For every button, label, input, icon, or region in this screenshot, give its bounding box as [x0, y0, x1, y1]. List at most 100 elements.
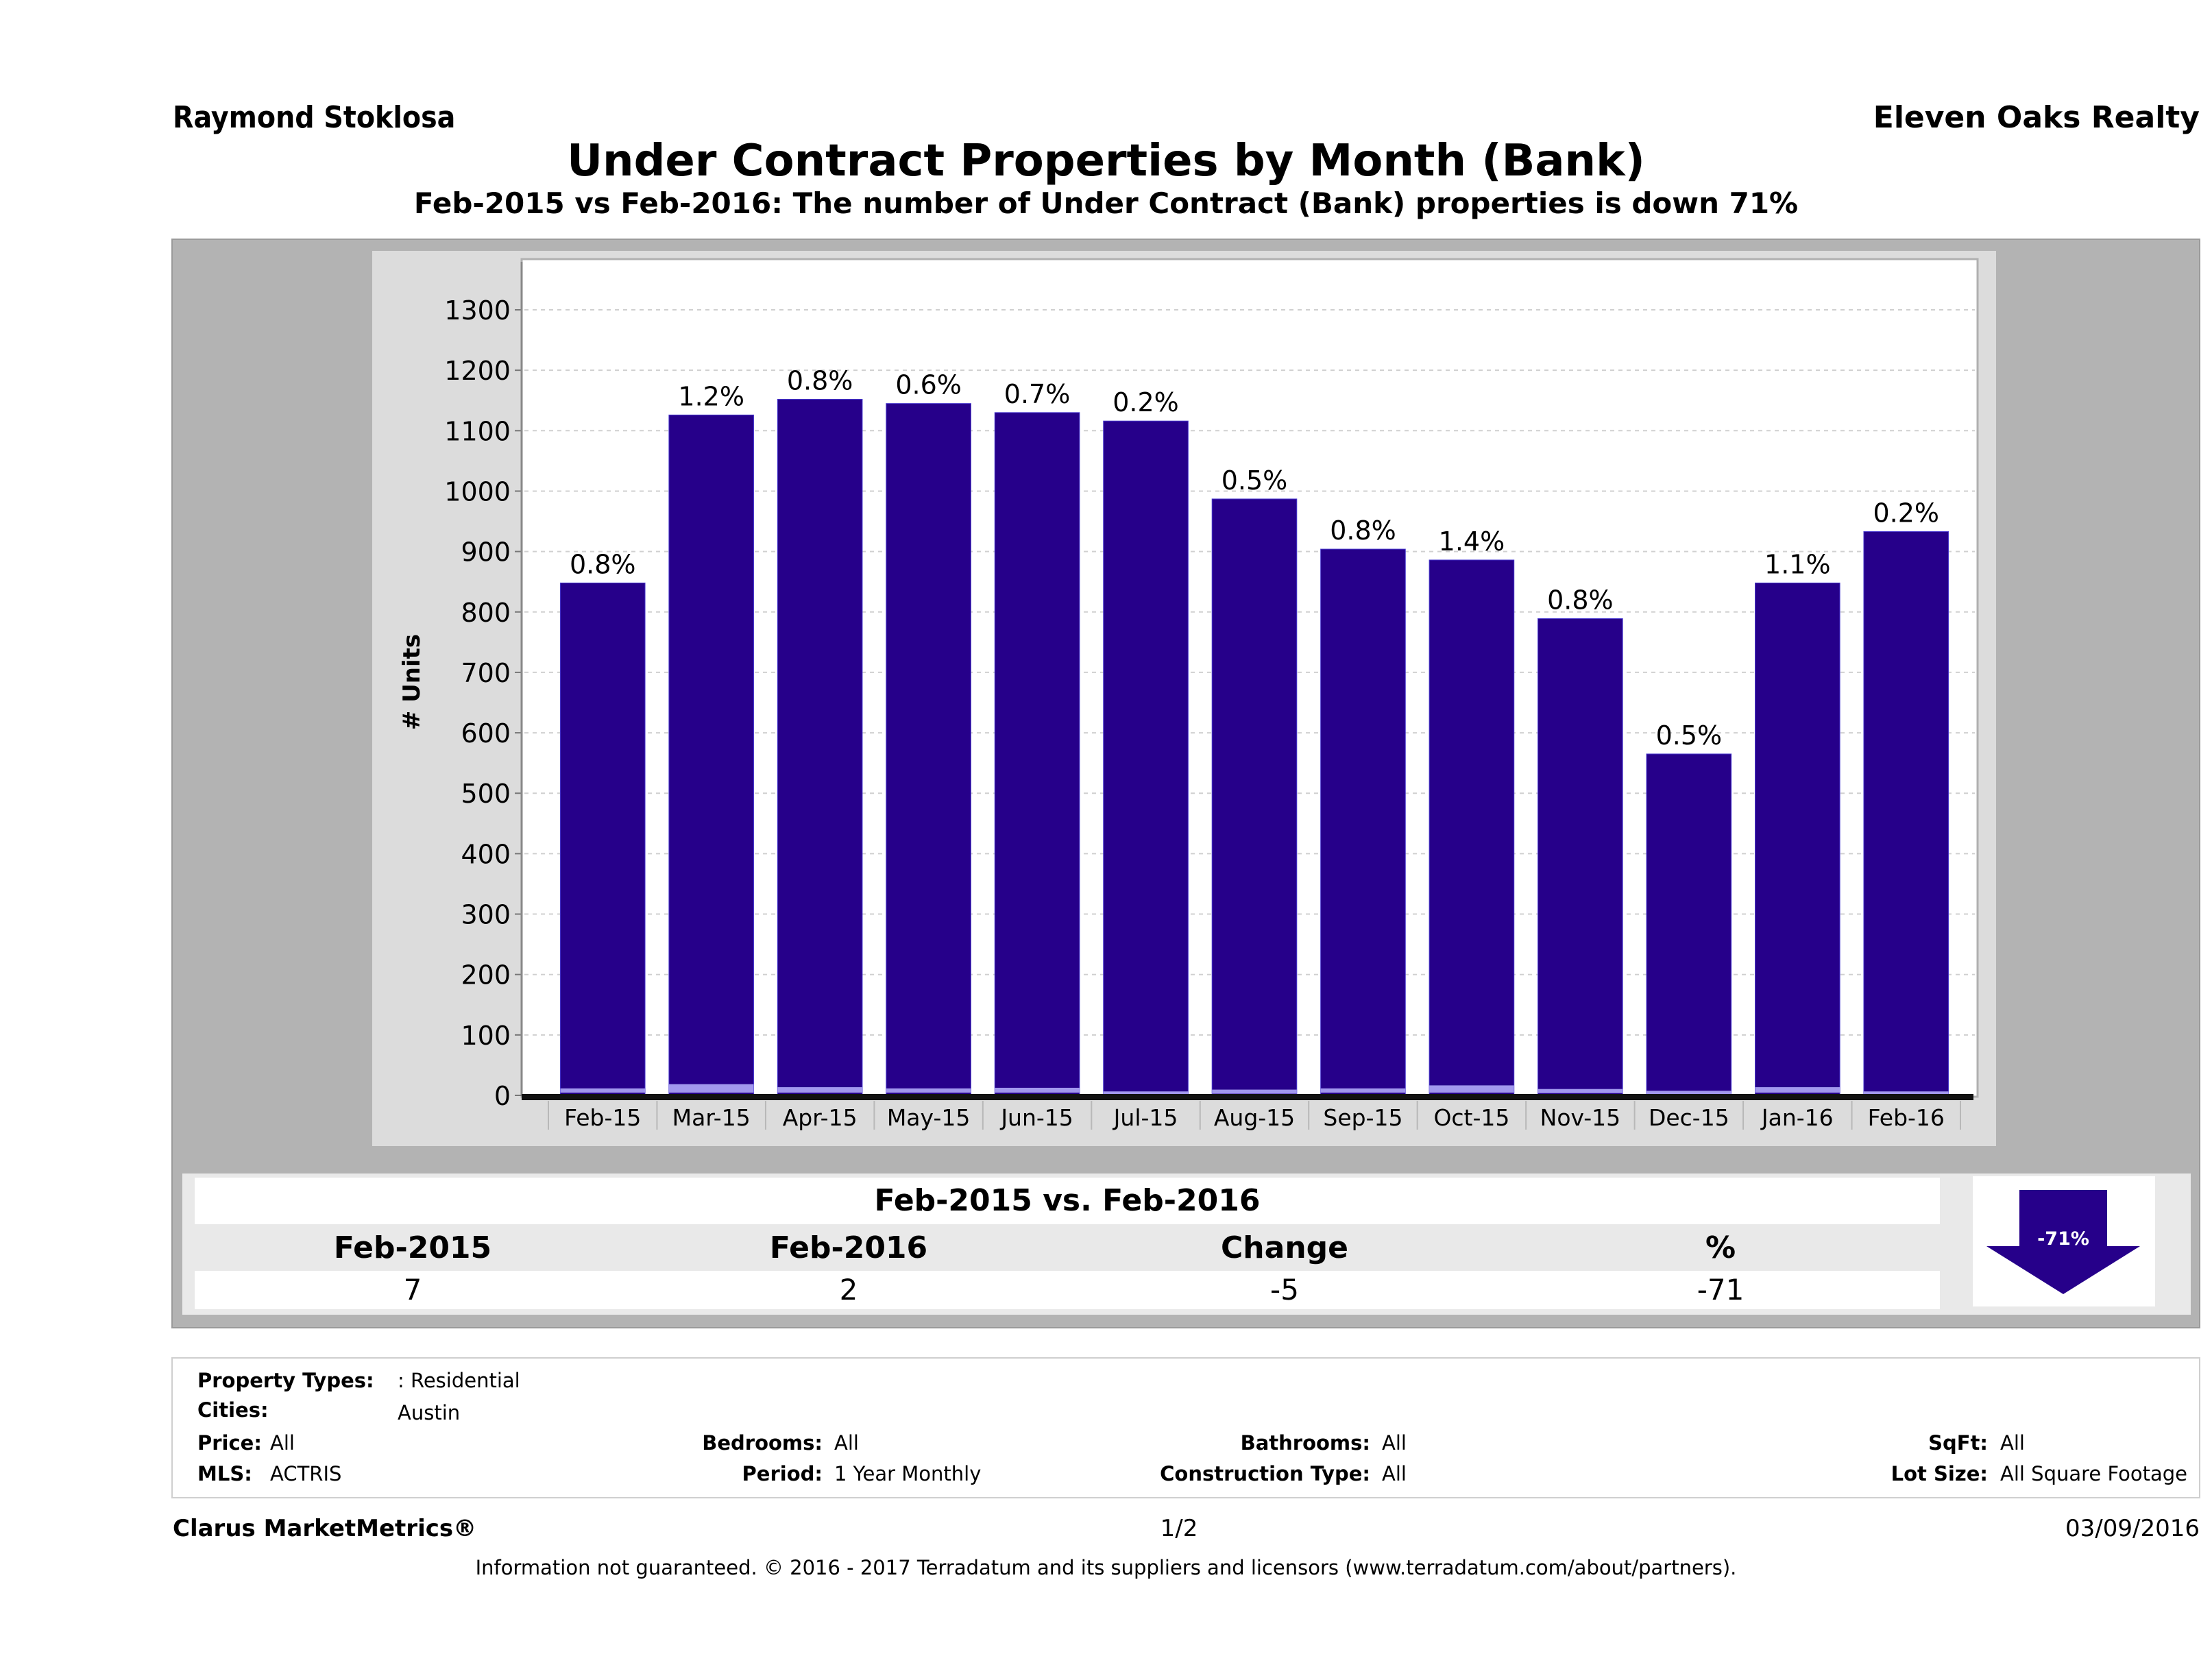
bank-segment-jan-16: [1755, 1087, 1840, 1093]
y-tick-label: 1200: [444, 356, 511, 386]
data-label: 0.8%: [570, 549, 636, 579]
data-label: 0.5%: [1656, 720, 1723, 751]
sqft-value: All: [2000, 1431, 2025, 1455]
bathrooms-value: All: [1382, 1431, 1407, 1455]
data-label: 0.8%: [787, 365, 853, 396]
x-tick-label: Sep-15: [1323, 1104, 1402, 1131]
page-number: 1/2: [1160, 1515, 1198, 1542]
bar-jul-15: [1103, 420, 1189, 1096]
property-types-label: Property Types:: [197, 1369, 374, 1392]
bank-segment-apr-15: [777, 1087, 862, 1093]
data-label: 1.4%: [1439, 526, 1505, 557]
bank-segment-jun-15: [995, 1087, 1080, 1093]
x-tick-label: Oct-15: [1433, 1104, 1509, 1131]
y-tick-label: 1100: [444, 416, 511, 446]
bank-segment-sep-15: [1320, 1088, 1406, 1093]
sqft-label: SqFt:: [1928, 1431, 1988, 1455]
summary-col-feb-2015: Feb-2015: [333, 1230, 492, 1265]
x-tick-label: Jul-15: [1113, 1104, 1178, 1131]
bar-dec-15: [1646, 753, 1732, 1096]
lot-size-label: Lot Size:: [1891, 1462, 1988, 1485]
change-badge-text: -71%: [2037, 1228, 2089, 1250]
y-tick-label: 200: [461, 960, 511, 990]
data-label: 0.6%: [895, 370, 962, 400]
search-criteria-box: [171, 1357, 2200, 1498]
bar-jan-16: [1755, 582, 1840, 1096]
bar-jun-15: [994, 412, 1080, 1096]
x-axis-line: [522, 1094, 1973, 1100]
bedrooms-label: Bedrooms:: [702, 1431, 823, 1455]
y-tick-label: 900: [461, 537, 511, 568]
bedrooms-value: All: [834, 1431, 859, 1455]
y-tick-label: 1300: [444, 295, 511, 326]
brokerage-name: Eleven Oaks Realty: [1873, 100, 2200, 135]
property-types-value: : Residential: [398, 1369, 520, 1392]
bank-segment-nov-15: [1538, 1089, 1623, 1093]
bar-apr-15: [777, 398, 863, 1096]
bank-segment-oct-15: [1429, 1085, 1514, 1093]
construction-type-value: All: [1382, 1462, 1407, 1485]
mls-label: MLS:: [197, 1462, 252, 1485]
mls-value: ACTRIS: [270, 1462, 342, 1485]
cities-label: Cities:: [197, 1398, 269, 1422]
summary-title: Feb-2015 vs. Feb-2016: [195, 1178, 1940, 1224]
summary-value-change: -5: [1270, 1273, 1299, 1306]
summary-value-feb-2015: 7: [403, 1273, 422, 1306]
page-subtitle: Feb-2015 vs Feb-2016: The number of Unde…: [413, 186, 1799, 220]
y-tick-label: 0: [494, 1081, 511, 1111]
bank-segment-feb-16: [1863, 1091, 1949, 1096]
bank-segment-feb-15: [560, 1088, 646, 1093]
bar-feb-15: [559, 582, 646, 1096]
bar-sep-15: [1320, 548, 1406, 1096]
data-label: 0.8%: [1330, 515, 1396, 546]
bar-mar-15: [668, 414, 754, 1096]
bar-feb-16: [1863, 531, 1949, 1096]
data-label: 0.5%: [1222, 465, 1288, 496]
bank-segment-dec-15: [1646, 1091, 1731, 1095]
data-label: 0.7%: [1004, 379, 1071, 409]
bank-segment-mar-15: [668, 1084, 754, 1093]
price-value: All: [270, 1431, 295, 1455]
x-tick-label: Jan-16: [1760, 1104, 1834, 1131]
data-label: 1.2%: [678, 381, 744, 411]
bar-oct-15: [1429, 559, 1515, 1096]
bar-chart: 0 100 200 300 400 500 600 700 800 900 1000 1100 1200…: [398, 258, 1979, 1131]
bar-aug-15: [1211, 498, 1298, 1096]
x-tick-label: May-15: [887, 1104, 971, 1131]
y-tick-label: 500: [461, 779, 511, 809]
down-arrow-icon: -71%: [1986, 1190, 2140, 1294]
x-tick-label: Apr-15: [783, 1104, 858, 1131]
bank-segment-jul-15: [1103, 1091, 1189, 1096]
bar-may-15: [886, 403, 971, 1096]
bar-nov-15: [1538, 618, 1623, 1096]
data-label: 1.1%: [1764, 549, 1831, 579]
summary-value-feb-2016: 2: [839, 1273, 858, 1306]
summary-values-row: [195, 1271, 1940, 1309]
cities-value: Austin: [398, 1401, 461, 1424]
data-label: 0.2%: [1113, 387, 1179, 417]
page-title: Under Contract Properties by Month (Bank…: [567, 136, 1645, 186]
bank-segment-may-15: [886, 1088, 971, 1093]
period-label: Period:: [742, 1462, 823, 1485]
price-label: Price:: [197, 1431, 262, 1455]
product-name: Clarus MarketMetrics®: [173, 1515, 477, 1542]
summary-col-change: Change: [1221, 1230, 1348, 1265]
data-label: 0.8%: [1547, 585, 1614, 615]
summary-col-percent: %: [1705, 1230, 1736, 1265]
lot-size-value: All Square Footage: [2000, 1462, 2188, 1485]
x-tick-label: Aug-15: [1214, 1104, 1295, 1131]
disclaimer: Information not guaranteed. © 2016 - 201…: [475, 1556, 1737, 1579]
y-tick-label: 300: [461, 900, 511, 930]
summary-value-percent: -71: [1697, 1273, 1745, 1306]
construction-type-label: Construction Type:: [1160, 1462, 1370, 1485]
x-tick-label: Jun-15: [999, 1104, 1073, 1131]
x-tick-label: Mar-15: [672, 1104, 751, 1131]
y-tick-label: 700: [461, 658, 511, 688]
y-tick-label: 400: [461, 839, 511, 869]
bank-segment-aug-15: [1212, 1089, 1297, 1094]
bathrooms-label: Bathrooms:: [1240, 1431, 1370, 1455]
y-tick-label: 100: [461, 1021, 511, 1051]
report-date: 03/09/2016: [2065, 1515, 2200, 1542]
x-tick-label: Feb-15: [564, 1104, 641, 1131]
x-tick-label: Feb-16: [1868, 1104, 1945, 1131]
